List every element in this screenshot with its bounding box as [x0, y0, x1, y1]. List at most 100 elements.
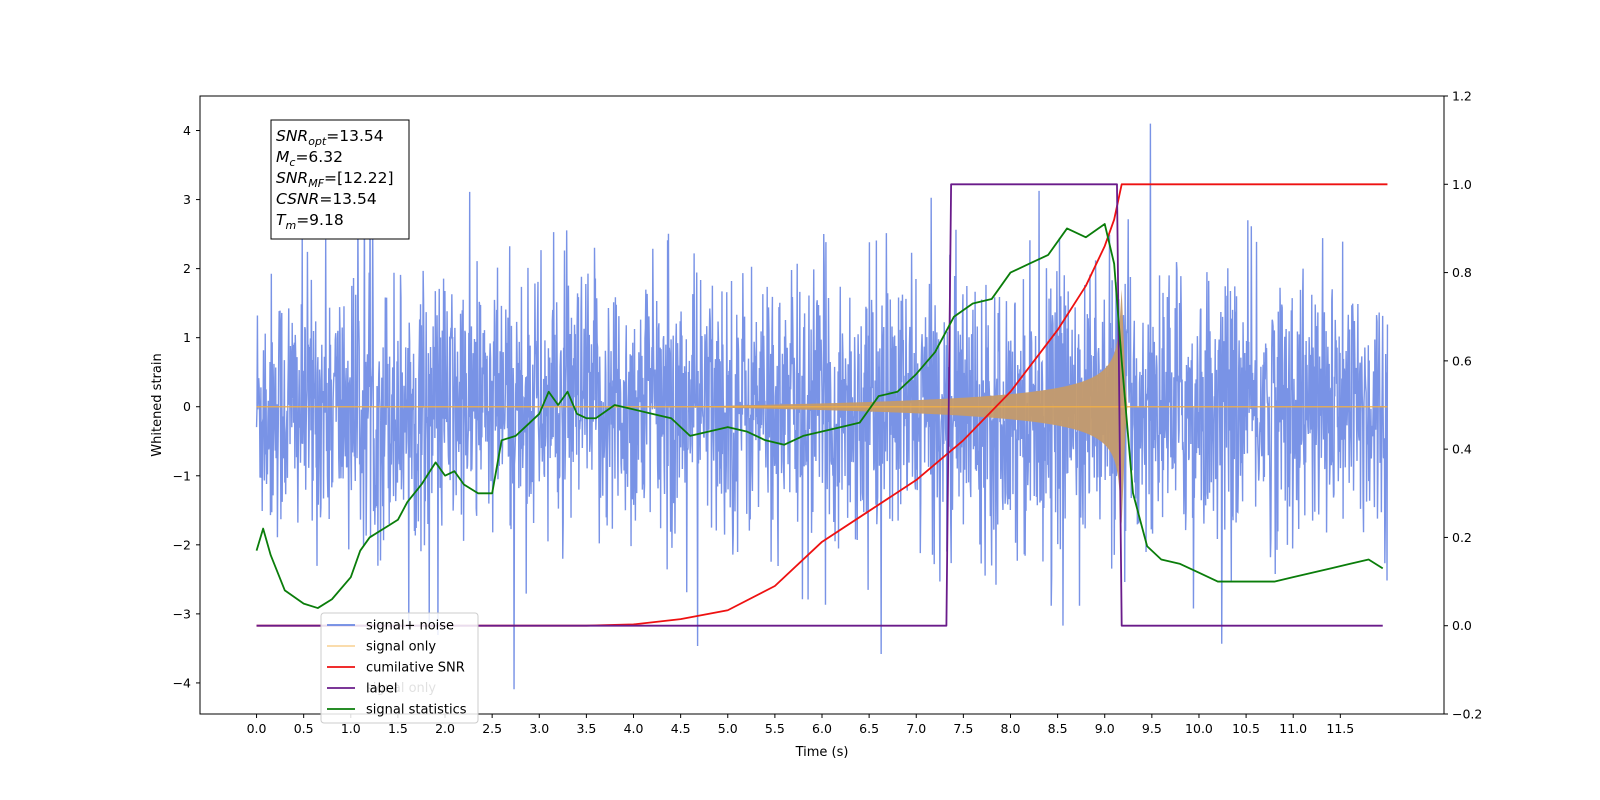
legend-label: signal statistics	[366, 703, 467, 718]
y-tick: −3	[173, 606, 200, 621]
x-axis-label: Time (s)	[795, 745, 849, 760]
x-tick-label: 7.5	[953, 721, 973, 736]
legend-entry: label	[327, 682, 397, 697]
x-tick: 10.0	[1185, 714, 1213, 736]
x-tick: 11.0	[1279, 714, 1307, 736]
series-signal-statistics	[255, 223, 1384, 609]
annotation-box: SNRopt=13.54Mc=6.32SNRMF=[12.22]CSNR=13.…	[270, 119, 410, 240]
annotation-line: Tm=9.18	[276, 211, 344, 232]
x-tick: 9.5	[1142, 714, 1162, 736]
x-tick: 4.0	[624, 714, 644, 736]
annotation-line: CSNR=13.54	[276, 190, 377, 208]
x-tick-label: 8.5	[1048, 721, 1068, 736]
x-tick-label: 6.0	[812, 721, 832, 736]
x-tick-label: 3.5	[576, 721, 596, 736]
x-tick-label: 2.0	[435, 721, 455, 736]
y-tick-label: 1	[183, 330, 191, 345]
y-axis-left: −4 −3 −2 −1 0 1 2 3 4	[173, 123, 200, 690]
y2-tick-label: 0.0	[1452, 618, 1472, 633]
legend-entry: cumilative SNR	[327, 661, 465, 676]
y2-tick-label: 1.2	[1452, 89, 1472, 104]
y2-tick: 0.2	[1444, 530, 1472, 545]
legend: signal only signal+ noise signal only cumi…	[320, 612, 479, 724]
x-tick: 0.5	[294, 714, 314, 736]
y-tick: −1	[173, 468, 200, 483]
y-tick-label: −1	[173, 468, 191, 483]
x-tick-label: 1.5	[388, 721, 408, 736]
y-tick-label: −3	[173, 606, 191, 621]
y-tick-label: −2	[173, 537, 191, 552]
y2-tick: 0.4	[1444, 442, 1472, 457]
y-tick: −2	[173, 537, 200, 552]
y2-tick: 1.2	[1444, 89, 1472, 104]
x-tick: 0.0	[247, 714, 267, 736]
x-tick: 6.5	[859, 714, 879, 736]
y2-tick-label: 0.2	[1452, 530, 1472, 545]
x-tick-label: 9.0	[1095, 721, 1115, 736]
legend-entry: signal+ noise	[327, 619, 454, 634]
y2-tick: 1.0	[1444, 177, 1472, 192]
legend-entry: signal only	[327, 640, 436, 655]
y-tick: 0	[183, 399, 200, 414]
legend-ghost-label: signal only	[366, 681, 436, 696]
x-tick-label: 7.0	[906, 721, 926, 736]
legend-label: cumilative SNR	[366, 661, 465, 676]
x-tick-label: 11.5	[1326, 721, 1354, 736]
series-label	[256, 183, 1383, 627]
y2-tick-label: −0.2	[1452, 707, 1482, 722]
x-tick: 3.0	[529, 714, 549, 736]
y-tick-label: −4	[173, 675, 191, 690]
x-tick: 9.0	[1095, 714, 1115, 736]
x-tick: 11.5	[1326, 714, 1354, 736]
x-tick: 7.5	[953, 714, 973, 736]
x-tick-label: 0.5	[294, 721, 314, 736]
y-tick-label: 0	[183, 399, 191, 414]
y2-tick-label: 0.8	[1452, 265, 1472, 280]
y-tick: 1	[183, 330, 200, 345]
annotation-line: SNRopt=13.54	[276, 127, 384, 148]
x-tick: 5.5	[765, 714, 785, 736]
legend-label: signal only	[366, 640, 436, 655]
y2-tick-label: 0.4	[1452, 442, 1472, 457]
y2-tick-label: 0.6	[1452, 353, 1472, 368]
x-tick-label: 3.0	[529, 721, 549, 736]
x-tick-label: 10.0	[1185, 721, 1213, 736]
x-tick-label: 2.5	[482, 721, 502, 736]
y2-tick: 0.8	[1444, 265, 1472, 280]
series-layer	[255, 123, 1389, 690]
x-tick: 10.5	[1232, 714, 1260, 736]
x-tick: 4.5	[671, 714, 691, 736]
x-tick: 6.0	[812, 714, 832, 736]
y-tick: 3	[183, 192, 200, 207]
y-tick: 4	[183, 123, 200, 138]
y2-tick: 0.6	[1444, 353, 1472, 368]
x-tick-label: 8.0	[1001, 721, 1021, 736]
series-signal-plus-noise	[255, 123, 1389, 690]
legend-label: label	[366, 682, 397, 697]
x-tick-label: 9.5	[1142, 721, 1162, 736]
y-tick-label: 4	[183, 123, 191, 138]
y-tick-label: 3	[183, 192, 191, 207]
x-tick: 2.5	[482, 714, 502, 736]
y-tick: −4	[173, 675, 200, 690]
y2-tick: 0.0	[1444, 618, 1472, 633]
y-tick: 2	[183, 261, 200, 276]
x-tick-label: 5.0	[718, 721, 738, 736]
x-tick-label: 11.0	[1279, 721, 1307, 736]
y-axis-label: Whitened strain	[150, 353, 165, 456]
annotation-line: Mc=6.32	[276, 148, 343, 169]
x-tick: 3.5	[576, 714, 596, 736]
x-tick-label: 10.5	[1232, 721, 1260, 736]
x-axis: 0.0 0.5 1.0 1.5 2.0 2.5 3.0 3.5 4.0 4.5 5.0 5.5 6.0 6…	[247, 714, 1354, 736]
x-tick-label: 4.0	[624, 721, 644, 736]
legend-entry: signal statistics	[327, 703, 467, 718]
y-tick-label: 2	[183, 261, 191, 276]
x-tick-label: 6.5	[859, 721, 879, 736]
x-tick-label: 5.5	[765, 721, 785, 736]
x-tick: 8.5	[1048, 714, 1068, 736]
x-tick: 7.0	[906, 714, 926, 736]
x-tick-label: 0.0	[247, 721, 267, 736]
y-axis-right: −0.2 0.0 0.2 0.4 0.6 0.8 1.0 1.2	[1444, 89, 1482, 722]
x-tick: 8.0	[1001, 714, 1021, 736]
